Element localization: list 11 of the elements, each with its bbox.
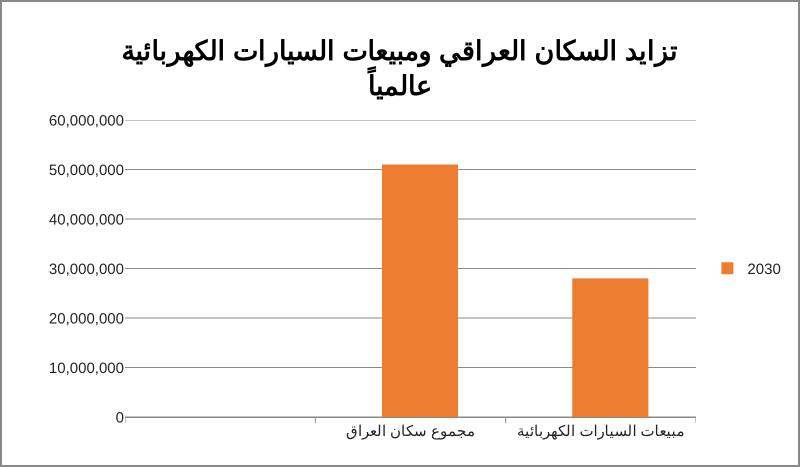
y-tick-label: 60,000,000 [48, 112, 124, 130]
y-tick-label: 40,000,000 [48, 211, 124, 228]
chart-title: تزايد السكان العراقي ومبيعات السيارات الكهربائية عالمياً [122, 36, 678, 101]
y-tick-label: 0 [116, 409, 124, 426]
y-tick-label: 30,000,000 [48, 260, 124, 278]
x-tick-label: مبيعات السيارات الكهربائية [517, 423, 684, 440]
y-tick-label: 20,000,000 [48, 310, 124, 328]
x-tick-label: مجموع سكان العراق [346, 423, 476, 440]
y-tick-label: 50,000,000 [48, 162, 124, 179]
y-tick-label: 10,000,000 [48, 360, 124, 377]
legend-label: 2030 [747, 261, 781, 278]
